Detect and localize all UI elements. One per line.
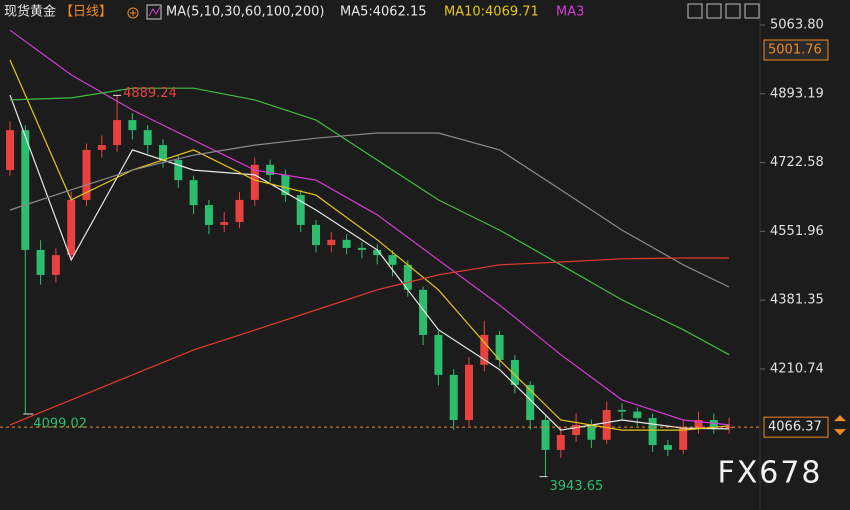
candle-body	[449, 374, 458, 421]
candle-body	[618, 409, 626, 412]
tool-button[interactable]	[725, 3, 741, 19]
candle-body	[541, 420, 550, 450]
candle-body	[36, 249, 45, 275]
candle-body	[587, 424, 596, 440]
watermark: FX678	[717, 456, 822, 491]
candle-body	[67, 199, 76, 256]
candle-body	[143, 130, 152, 146]
candle-body	[373, 249, 382, 256]
low-label: 4099.02	[33, 416, 87, 431]
period: 【日线】	[60, 5, 112, 20]
candle-body	[434, 334, 443, 375]
candles	[6, 95, 734, 477]
candle-body	[556, 434, 565, 450]
low-label: 3943.65	[550, 479, 604, 494]
ma-icon[interactable]	[146, 4, 162, 20]
candle-body	[113, 120, 122, 146]
y-tick-label: 5063.80	[770, 17, 824, 32]
candle-body	[296, 195, 305, 225]
candle-body	[679, 428, 688, 450]
tool-button[interactable]	[706, 3, 722, 19]
symbol: 现货黄金	[4, 4, 56, 20]
y-tick-label: 4893.19	[770, 86, 824, 101]
y-tick-label: 4722.58	[770, 155, 824, 170]
y-tick-label: 4210.74	[770, 361, 824, 376]
candle-body	[633, 411, 642, 419]
current-price-box	[763, 416, 829, 438]
candle-body	[266, 164, 275, 175]
candle-body	[51, 255, 60, 275]
candle-body	[725, 427, 734, 429]
ma-params: MA(5,10,30,60,100,200)	[166, 5, 324, 20]
candle-body	[6, 130, 14, 171]
candle-body	[159, 145, 167, 160]
add-icon[interactable]	[127, 7, 139, 19]
candle-body	[388, 255, 397, 265]
candle-body	[21, 130, 30, 250]
ma10-legend: MA10:4069.71	[444, 5, 539, 20]
candle-body	[235, 199, 244, 223]
ma-line	[9, 132, 730, 288]
candle-body	[465, 364, 473, 421]
candle-body	[419, 289, 428, 335]
tool-button[interactable]	[744, 3, 760, 19]
candle-body	[480, 334, 489, 365]
ma5-legend: MA5:4062.15	[340, 5, 427, 20]
current-price-label: 4066.37	[768, 420, 822, 435]
candle-body	[220, 222, 229, 225]
candle-body	[495, 334, 504, 360]
high-label: 4889.24	[123, 86, 177, 101]
crosshair-price-label: 5001.76	[768, 43, 822, 58]
ma-icon-line	[148, 6, 161, 17]
crosshair-price-box	[763, 39, 829, 61]
candle-body	[327, 239, 336, 246]
candle-body	[526, 384, 535, 421]
ma3-legend: MA3	[556, 5, 584, 20]
tool-button[interactable]	[687, 3, 703, 19]
ma-line	[9, 87, 730, 356]
ma-line	[9, 257, 730, 426]
ma-line	[9, 29, 730, 426]
candle-body	[281, 174, 290, 196]
candle-body	[663, 445, 672, 450]
candle-body	[648, 418, 657, 446]
toolbar	[687, 3, 760, 19]
candle-body	[128, 120, 137, 131]
candle-body	[97, 145, 106, 150]
candle-body	[342, 239, 351, 248]
candle-body	[403, 264, 412, 290]
candle-body	[694, 420, 703, 429]
y-tick-label: 4551.96	[770, 224, 824, 239]
candle-body	[572, 424, 581, 435]
candle-body	[357, 247, 366, 250]
candle-body	[174, 159, 183, 181]
candle-body	[312, 224, 320, 246]
current-price-arrow	[834, 415, 846, 436]
ma-line	[9, 94, 730, 431]
candle-body	[709, 420, 718, 429]
candle-body	[250, 164, 259, 200]
candle-body	[189, 180, 198, 206]
y-tick-label: 4381.35	[770, 293, 824, 308]
candle-body	[602, 409, 611, 440]
candle-body	[204, 205, 213, 225]
candle-body	[510, 359, 519, 385]
candle-body	[82, 149, 91, 200]
